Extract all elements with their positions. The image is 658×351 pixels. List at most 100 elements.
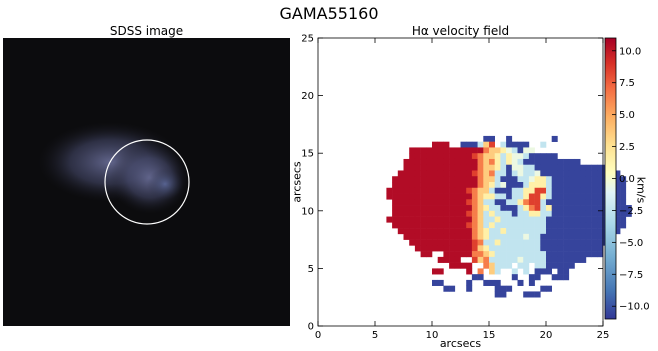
- velocity-pixel: [500, 291, 507, 298]
- velocity-pixel: [397, 176, 404, 183]
- velocity-pixel: [466, 141, 473, 148]
- velocity-pixel: [563, 170, 570, 177]
- velocity-pixel: [568, 233, 575, 240]
- velocity-pixel: [460, 147, 467, 154]
- velocity-pixel: [563, 245, 570, 252]
- velocity-pixel: [477, 256, 484, 263]
- velocity-pixel: [449, 164, 456, 171]
- velocity-pixel: [403, 182, 410, 189]
- velocity-pixel: [489, 222, 495, 229]
- velocity-pixel: [523, 268, 530, 275]
- velocity-pixel: [483, 222, 490, 229]
- velocity-pixel: [517, 193, 524, 200]
- velocity-pixel: [568, 199, 575, 206]
- velocity-pixel: [466, 147, 473, 154]
- velocity-pixel: [597, 187, 604, 194]
- velocity-pixel: [403, 228, 410, 235]
- velocity-pixel: [506, 158, 513, 166]
- velocity-pixel: [500, 141, 507, 148]
- velocity-pixel: [494, 147, 501, 154]
- velocity-pixel: [500, 251, 507, 258]
- velocity-pixel: [585, 210, 592, 217]
- velocity-pixel: [568, 210, 575, 217]
- velocity-pixel: [500, 205, 507, 212]
- velocity-pixel: [523, 210, 530, 217]
- velocity-pixel: [477, 210, 484, 217]
- velocity-pixel: [494, 291, 501, 298]
- velocity-pixel: [443, 228, 450, 235]
- velocity-pixel: [517, 158, 524, 166]
- colorbar: 10.0 7.5 5.0 2.5 0.0 −2.5 −5.0 −7.5 −10.0: [604, 37, 650, 320]
- velocity-pixel: [568, 245, 575, 252]
- velocity-pixel: [449, 228, 456, 235]
- velocity-pixel: [437, 187, 444, 194]
- velocity-pixel: [574, 205, 581, 212]
- velocity-pixel: [585, 205, 592, 212]
- velocity-pixel: [546, 222, 552, 229]
- velocity-pixel: [466, 251, 473, 258]
- velocity-pixel: [494, 193, 501, 200]
- velocity-pixel: [443, 222, 450, 229]
- velocity-pixel: [460, 222, 467, 229]
- velocity-pixel: [528, 147, 535, 154]
- velocity-pixel: [546, 205, 552, 212]
- velocity-pixel: [494, 285, 501, 292]
- velocity-pixel: [460, 164, 467, 171]
- velocity-pixel: [500, 228, 507, 235]
- velocity-pixel: [494, 222, 501, 229]
- velocity-pixel: [432, 158, 438, 166]
- velocity-pixel: [580, 210, 587, 217]
- velocity-pixel: [511, 210, 518, 217]
- velocity-pixel: [523, 176, 530, 183]
- velocity-pixel: [620, 216, 627, 223]
- velocity-pixel: [494, 158, 501, 166]
- x-axis-label: arcsecs: [439, 337, 482, 350]
- velocity-pixel: [437, 216, 444, 223]
- velocity-pixel: [534, 228, 541, 235]
- velocity-pixel: [432, 187, 438, 194]
- aperture-circle: [104, 139, 190, 225]
- velocity-pixel: [477, 205, 484, 212]
- velocity-pixel: [489, 153, 495, 160]
- velocity-pixel: [454, 164, 461, 171]
- velocity-pixel: [597, 176, 604, 183]
- velocity-pixel: [483, 216, 490, 223]
- velocity-pixel: [483, 205, 490, 212]
- velocity-pixel: [477, 170, 484, 177]
- velocity-pixel: [414, 205, 421, 212]
- velocity-pixel: [454, 170, 461, 177]
- velocity-pixel: [551, 205, 558, 212]
- y-tick-label: 10: [301, 206, 314, 217]
- velocity-pixel: [620, 182, 627, 189]
- velocity-pixel: [568, 176, 575, 183]
- velocity-pixel: [397, 187, 404, 194]
- velocity-pixel: [449, 170, 456, 177]
- velocity-pixel: [563, 193, 570, 200]
- velocity-pixel: [471, 170, 478, 177]
- velocity-pixel: [449, 256, 456, 263]
- velocity-pixel: [420, 233, 427, 240]
- velocity-pixel: [563, 256, 570, 263]
- velocity-pixel: [414, 147, 421, 154]
- velocity-pixel: [551, 251, 558, 258]
- velocity-pixel: [437, 193, 444, 200]
- velocity-pixel: [420, 222, 427, 229]
- velocity-pixel: [409, 210, 416, 217]
- velocity-pixel: [437, 279, 444, 286]
- velocity-pixel: [511, 216, 518, 223]
- velocity-pixel: [403, 176, 410, 183]
- velocity-pixel: [437, 153, 444, 160]
- velocity-pixel: [437, 228, 444, 235]
- velocity-pixel: [409, 228, 416, 235]
- velocity-pixel: [414, 182, 421, 189]
- velocity-pixel: [523, 205, 530, 212]
- velocity-pixel: [449, 216, 456, 223]
- velocity-pixel: [563, 262, 570, 269]
- velocity-pixel: [546, 262, 552, 269]
- velocity-pixel: [534, 164, 541, 171]
- velocity-pixel: [494, 205, 501, 212]
- velocity-pixel: [597, 228, 604, 235]
- velocity-pixel: [397, 222, 404, 229]
- velocity-pixel: [403, 158, 410, 166]
- velocity-pixel: [494, 153, 501, 160]
